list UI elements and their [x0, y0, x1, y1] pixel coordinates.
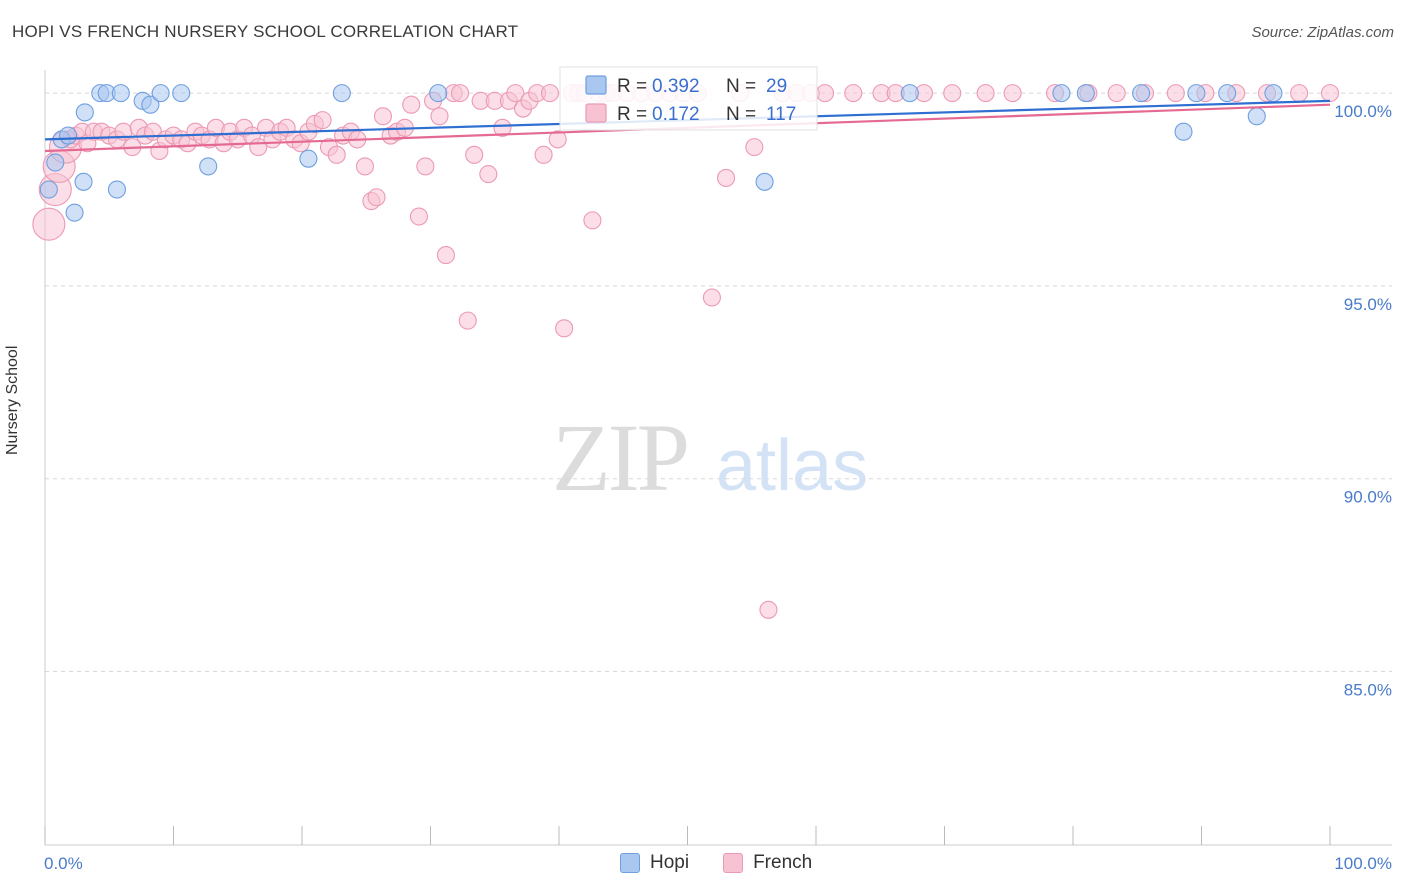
- point-french-62: [465, 145, 484, 164]
- legend-swatch-hopi: [620, 853, 640, 873]
- legend-swatch-french: [723, 853, 744, 873]
- y-tick-label-2: 90.0%: [1344, 488, 1392, 507]
- point-hopi-21: [1052, 84, 1071, 103]
- point-hopi-24: [1174, 122, 1193, 141]
- point-hopi-22: [1076, 84, 1095, 103]
- axes: [44, 70, 1392, 846]
- stats-n-label-0: N =: [726, 76, 756, 97]
- point-hopi-23: [1132, 84, 1151, 103]
- watermark-zip: ZIP: [552, 404, 687, 511]
- point-french-92: [745, 138, 764, 157]
- stats-swatch-french: [585, 103, 607, 123]
- y-tick-label-3: 85.0%: [1344, 680, 1392, 699]
- point-french-66: [493, 118, 512, 137]
- point-french-42: [327, 145, 346, 164]
- point-hopi-13: [151, 84, 170, 103]
- point-french-0: [32, 207, 66, 241]
- watermark: ZIP atlas: [552, 404, 868, 511]
- point-french-58: [436, 246, 455, 265]
- point-french-79: [583, 211, 602, 230]
- point-hopi-17: [332, 84, 351, 103]
- point-french-93: [759, 600, 778, 619]
- tick-labels: 100.0% 95.0% 90.0% 85.0% 0.0% 100.0%: [44, 102, 1392, 873]
- point-hopi-4: [65, 203, 84, 222]
- legend-label-french: French: [753, 852, 813, 873]
- point-french-104: [1003, 84, 1022, 103]
- point-french-114: [1320, 84, 1340, 103]
- series-french-points: [32, 84, 1340, 619]
- x-tick-label-0: 0.0%: [44, 854, 83, 873]
- y-tick-label-1: 95.0%: [1344, 295, 1392, 314]
- point-hopi-25: [1187, 84, 1206, 103]
- point-french-72: [534, 145, 553, 164]
- point-hopi-14: [172, 84, 191, 103]
- point-hopi-26: [1218, 84, 1237, 103]
- stats-r-value-0: 0.392: [652, 76, 700, 97]
- point-hopi-28: [1264, 84, 1283, 103]
- point-french-73: [540, 84, 560, 103]
- stats-n-value-0: 29: [766, 76, 787, 97]
- source-label: Source: ZipAtlas.com: [1251, 24, 1394, 41]
- point-french-57: [430, 107, 449, 126]
- point-french-97: [815, 84, 835, 103]
- point-french-68: [506, 84, 525, 103]
- stats-r-value-1: 0.172: [652, 104, 700, 125]
- stats-r-label-0: R =: [617, 76, 647, 97]
- point-french-64: [479, 165, 498, 184]
- point-hopi-1: [46, 153, 65, 172]
- watermark-atlas: atlas: [716, 426, 868, 506]
- y-tick-label-0: 100.0%: [1334, 102, 1392, 121]
- stats-n-value-1: 117: [766, 104, 796, 125]
- x-tick-label-1: 100.0%: [1334, 854, 1392, 873]
- stats-legend: R = 0.392 N = 29 R = 0.172 N = 117: [559, 66, 818, 131]
- point-hopi-12: [141, 95, 160, 114]
- point-hopi-20: [900, 84, 919, 103]
- point-french-53: [402, 95, 421, 114]
- point-french-98: [844, 84, 863, 103]
- stats-r-label-1: R =: [617, 104, 647, 125]
- series-hopi-points: [39, 84, 1283, 222]
- legend-item-hopi[interactable]: Hopi: [620, 852, 689, 874]
- legend-item-french[interactable]: French: [723, 852, 812, 874]
- stats-n-label-1: N =: [726, 104, 756, 125]
- point-french-107: [1107, 84, 1126, 103]
- point-french-102: [943, 84, 962, 103]
- point-french-89: [702, 288, 721, 307]
- point-hopi-19: [755, 172, 774, 191]
- point-french-90: [716, 168, 736, 188]
- point-french-54: [409, 207, 428, 226]
- point-french-48: [367, 188, 386, 207]
- point-french-74: [548, 130, 567, 149]
- point-hopi-0: [39, 180, 58, 199]
- legend-label-hopi: Hopi: [650, 852, 690, 873]
- bottom-legend: Hopi French: [620, 852, 812, 874]
- point-french-61: [458, 311, 477, 330]
- point-hopi-6: [75, 103, 94, 122]
- point-french-46: [355, 157, 375, 176]
- point-hopi-9: [107, 180, 127, 199]
- chart-title: HOPI VS FRENCH NURSERY SCHOOL CORRELATIO…: [12, 22, 519, 41]
- point-french-113: [1290, 84, 1309, 103]
- point-hopi-18: [429, 84, 448, 103]
- point-hopi-5: [74, 172, 93, 191]
- point-french-55: [416, 157, 435, 176]
- point-french-109: [1166, 84, 1185, 103]
- point-hopi-10: [111, 84, 130, 103]
- point-hopi-15: [199, 157, 218, 176]
- stats-swatch-hopi: [585, 75, 607, 95]
- point-french-49: [373, 107, 393, 126]
- point-hopi-3: [59, 126, 78, 145]
- point-french-103: [976, 84, 995, 103]
- point-french-60: [451, 84, 470, 103]
- point-french-75: [555, 319, 574, 338]
- point-hopi-27: [1247, 107, 1266, 126]
- point-hopi-16: [299, 149, 318, 168]
- point-french-40: [313, 111, 332, 130]
